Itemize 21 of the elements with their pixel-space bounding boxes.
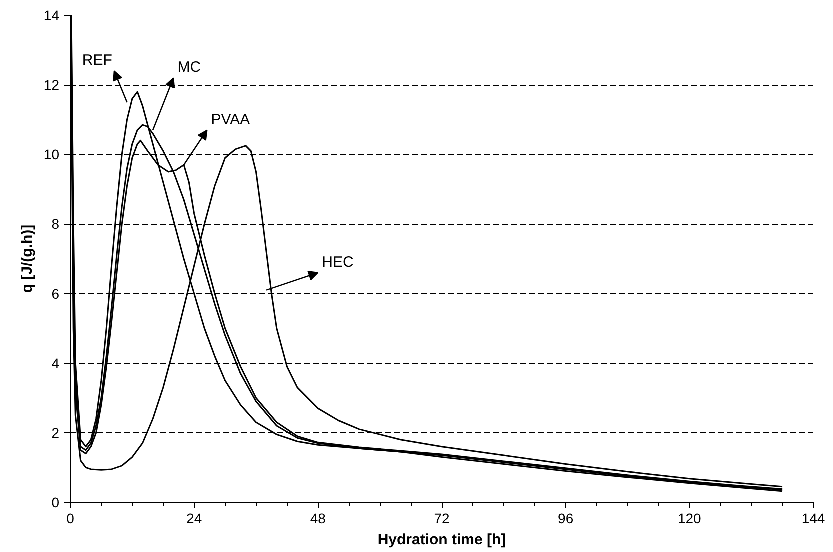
- y-tick-label: 14: [44, 8, 60, 24]
- x-tick-label: 96: [558, 510, 574, 526]
- annotation: MC: [178, 59, 202, 76]
- annotation: REF: [82, 52, 112, 70]
- y-tick-label: 8: [52, 216, 60, 232]
- y-tick-label: 4: [52, 355, 60, 372]
- x-tick-label: 0: [66, 510, 75, 526]
- y-tick-label: 6: [52, 286, 60, 302]
- y-tick-label: 10: [44, 146, 60, 163]
- y-tick-label: 0: [52, 494, 60, 510]
- y-tick-label: 2: [52, 424, 60, 441]
- y-tick-label: 12: [44, 77, 60, 94]
- x-tick-label: 144: [802, 510, 826, 526]
- annotation: HEC: [322, 254, 354, 271]
- x-tick-label: 48: [310, 510, 326, 526]
- x-tick-label: 120: [678, 510, 702, 526]
- x-axis-title: Hydration time [h]: [378, 532, 506, 548]
- x-tick-label: 24: [186, 510, 202, 526]
- y-axis-title: q [J/(g.h)]: [18, 224, 36, 294]
- annotation: PVAA: [211, 111, 250, 128]
- x-tick-label: 72: [434, 510, 450, 526]
